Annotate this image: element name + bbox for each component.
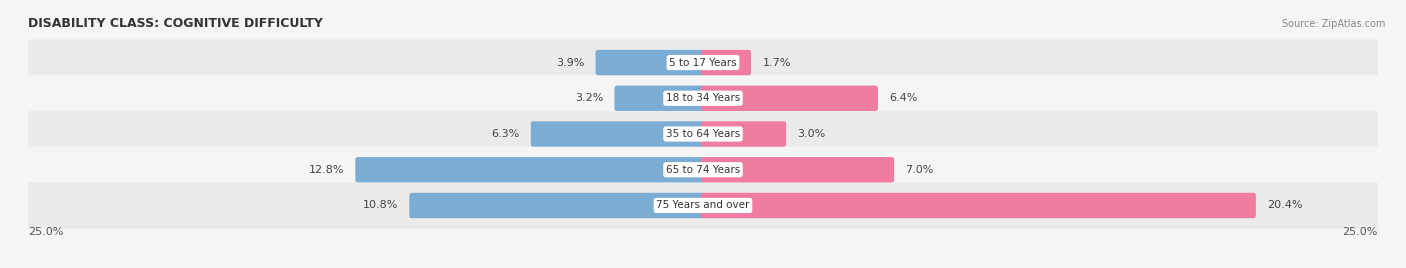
FancyBboxPatch shape: [21, 183, 1385, 229]
FancyBboxPatch shape: [409, 193, 706, 218]
Text: 75 Years and over: 75 Years and over: [657, 200, 749, 210]
Text: 5 to 17 Years: 5 to 17 Years: [669, 58, 737, 68]
FancyBboxPatch shape: [700, 85, 877, 111]
Text: 3.2%: 3.2%: [575, 93, 603, 103]
FancyBboxPatch shape: [531, 121, 706, 147]
FancyBboxPatch shape: [700, 50, 751, 75]
Text: 1.7%: 1.7%: [762, 58, 790, 68]
FancyBboxPatch shape: [700, 121, 786, 147]
FancyBboxPatch shape: [700, 193, 1256, 218]
FancyBboxPatch shape: [21, 39, 1385, 85]
Text: 65 to 74 Years: 65 to 74 Years: [666, 165, 740, 175]
Text: 25.0%: 25.0%: [28, 227, 63, 237]
FancyBboxPatch shape: [700, 157, 894, 183]
Text: 3.0%: 3.0%: [797, 129, 825, 139]
FancyBboxPatch shape: [21, 75, 1385, 121]
Text: DISABILITY CLASS: COGNITIVE DIFFICULTY: DISABILITY CLASS: COGNITIVE DIFFICULTY: [28, 17, 323, 30]
Text: 6.3%: 6.3%: [491, 129, 519, 139]
Text: 3.9%: 3.9%: [555, 58, 585, 68]
FancyBboxPatch shape: [356, 157, 706, 183]
Text: 18 to 34 Years: 18 to 34 Years: [666, 93, 740, 103]
Text: 10.8%: 10.8%: [363, 200, 398, 210]
Text: 20.4%: 20.4%: [1267, 200, 1303, 210]
Text: 12.8%: 12.8%: [308, 165, 344, 175]
FancyBboxPatch shape: [596, 50, 706, 75]
FancyBboxPatch shape: [614, 85, 706, 111]
FancyBboxPatch shape: [21, 147, 1385, 193]
Text: 6.4%: 6.4%: [889, 93, 918, 103]
Text: 35 to 64 Years: 35 to 64 Years: [666, 129, 740, 139]
Text: 25.0%: 25.0%: [1343, 227, 1378, 237]
FancyBboxPatch shape: [21, 111, 1385, 157]
Text: 7.0%: 7.0%: [905, 165, 934, 175]
Text: Source: ZipAtlas.com: Source: ZipAtlas.com: [1281, 19, 1385, 29]
